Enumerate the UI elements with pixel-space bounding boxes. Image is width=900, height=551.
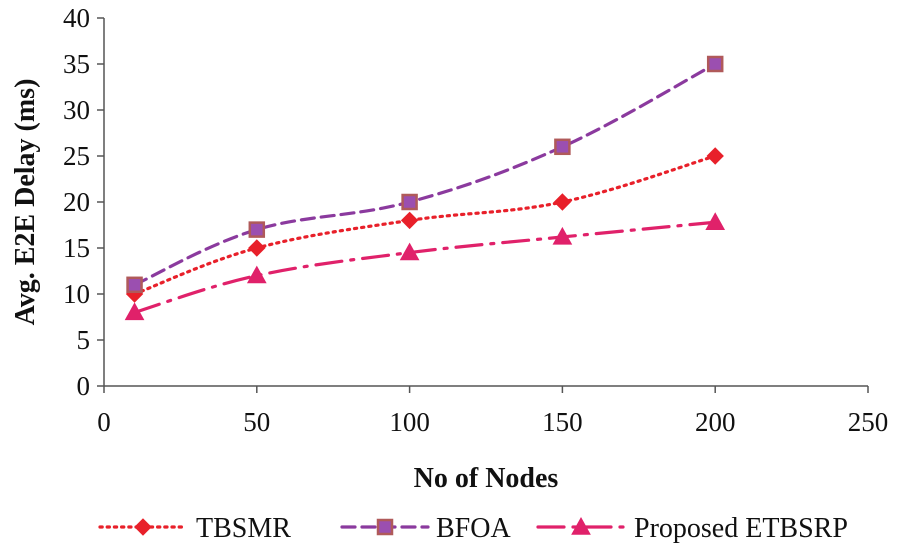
y-tick-label: 10	[63, 279, 90, 309]
x-tick-label: 250	[848, 407, 889, 437]
data-point	[706, 147, 724, 165]
legend: TBSMR BFOA Proposed ETBSRP	[98, 513, 848, 544]
series-line	[132, 220, 717, 314]
data-point	[124, 302, 145, 321]
data-point	[246, 265, 267, 284]
legend-item: TBSMR	[98, 513, 291, 544]
legend-swatch-marker	[134, 518, 152, 536]
x-tick-label: 50	[243, 407, 270, 437]
legend-swatch-marker	[376, 518, 394, 536]
y-tick-label: 40	[63, 3, 90, 33]
series-layer	[124, 55, 726, 321]
data-point	[126, 276, 143, 294]
y-tick-label: 15	[63, 233, 90, 263]
y-tick-label: 20	[63, 187, 90, 217]
y-tick-label: 5	[77, 325, 91, 355]
series-proposed-etbsrp	[124, 212, 726, 321]
data-point	[705, 212, 726, 230]
data-point	[400, 211, 419, 230]
y-tick-label: 25	[63, 141, 90, 171]
x-tick-label: 0	[97, 407, 111, 437]
data-point	[248, 221, 266, 238]
series-tbsmr	[125, 147, 724, 303]
y-tick-label: 35	[63, 49, 90, 79]
y-tick-label: 30	[63, 95, 90, 125]
legend-item: BFOA	[340, 513, 511, 544]
series-line	[132, 154, 717, 296]
legend-label: TBSMR	[196, 513, 291, 544]
data-point	[552, 226, 573, 245]
data-point	[553, 193, 572, 211]
x-tick-label: 150	[542, 407, 583, 437]
y-axis-title: Avg. E2E Delay (ms)	[10, 79, 41, 326]
legend-item: Proposed ETBSRP	[536, 513, 848, 544]
x-tick-label: 200	[695, 407, 736, 437]
legend-swatch-marker	[571, 516, 591, 535]
data-point	[248, 239, 266, 257]
x-tick-label: 100	[389, 407, 430, 437]
legend-label: BFOA	[436, 513, 511, 544]
data-point	[554, 138, 571, 156]
x-axis: 0 50 100 150 200 250	[97, 386, 888, 437]
y-axis: 0 5 10 15 20 25 30 35 40	[63, 3, 104, 401]
y-tick-label: 0	[77, 371, 91, 401]
series-bfoa	[126, 55, 724, 294]
x-axis-title: No of Nodes	[414, 463, 559, 494]
data-point	[401, 193, 418, 211]
legend-label: Proposed ETBSRP	[634, 513, 848, 544]
data-point	[399, 242, 420, 261]
data-point	[706, 55, 724, 73]
